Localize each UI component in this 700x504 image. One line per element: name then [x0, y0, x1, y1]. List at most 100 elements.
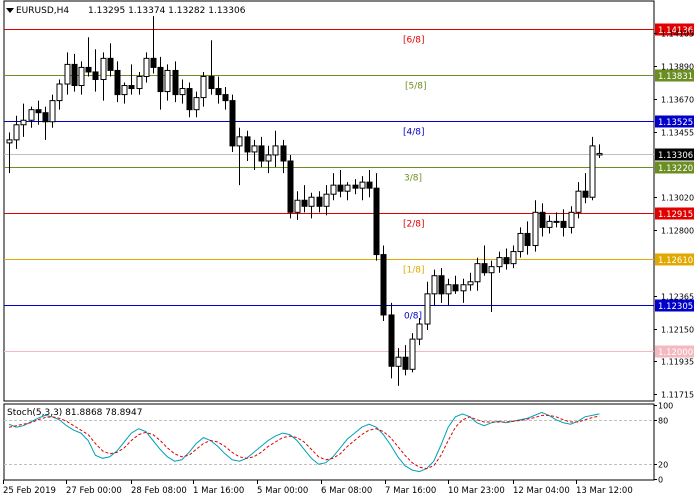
candle-bearish: [560, 220, 567, 228]
candle-bullish: [121, 85, 128, 96]
price-axis-label: 1.12365: [661, 293, 694, 302]
candle-bullish: [431, 275, 438, 295]
candle-bearish: [388, 314, 395, 367]
time-axis-label: 5 Mar 00:00: [257, 486, 308, 496]
candle-bearish: [128, 85, 135, 90]
candle-bullish: [308, 196, 315, 207]
candle-bearish: [71, 63, 78, 87]
candle-bullish: [56, 83, 63, 102]
candle-bullish: [467, 281, 474, 286]
price-level-tag-text: 1.13220: [658, 164, 693, 174]
candle-bullish: [323, 193, 330, 207]
symbol-label: EURUSD,H4: [16, 6, 69, 16]
candle-bearish: [373, 187, 380, 256]
candle-bullish: [265, 154, 272, 162]
candle-bullish: [474, 263, 481, 283]
candle-bearish: [215, 88, 222, 96]
dropdown-triangle-icon[interactable]: [6, 8, 14, 13]
candle-bullish: [13, 124, 20, 141]
current-price-tag: [655, 148, 694, 161]
stochastic-oscillator: 100 80 20 0: [4, 402, 673, 485]
candle-bearish: [524, 232, 531, 247]
price-level-tag: [655, 161, 694, 174]
price-axis-label: 1.13890: [661, 63, 694, 72]
candle-bullish: [488, 266, 495, 274]
time-axis-label: 12 Mar 04:00: [513, 486, 570, 496]
candle-bullish: [416, 323, 423, 340]
candle-bearish: [337, 184, 344, 192]
candle-bearish: [438, 275, 445, 295]
price-level-tag: [655, 23, 694, 36]
price-level-tag-text: 1.12305: [658, 302, 693, 312]
stochastic-axis-label: 80: [658, 417, 668, 426]
candle-bullish: [409, 338, 416, 370]
candle-bullish: [28, 109, 35, 121]
time-axis-label: 25 Feb 2019: [3, 486, 56, 496]
candle-bearish: [42, 112, 49, 123]
candle-bearish: [157, 66, 164, 93]
candle-bullish: [517, 232, 524, 253]
candle-bullish: [532, 211, 539, 247]
murrey-level-label: [5/8]: [405, 82, 427, 92]
stochastic-axis-label: 100: [658, 402, 673, 411]
candle-bearish: [280, 145, 287, 162]
candle-bullish: [251, 145, 258, 153]
price-level-tag-text: 1.14136: [658, 26, 693, 36]
candle-bearish: [222, 94, 229, 102]
time-axis: 25 Feb 2019 27 Feb 00:00 28 Feb 08:00 1 Mar…: [3, 480, 633, 496]
candle-bearish: [301, 199, 308, 207]
price-level-tag-text: 1.13525: [658, 118, 693, 128]
candle-bearish: [107, 57, 114, 71]
price-level-tag: [655, 115, 694, 128]
stochastic-label: Stoch(5,3,3) 81.8868 78.8947: [7, 408, 142, 418]
candle-bullish: [179, 88, 186, 96]
candlestick-series: [6, 16, 603, 386]
candle-bearish: [229, 100, 236, 147]
candle-bearish: [150, 57, 157, 68]
ohlc-readout: 1.13295 1.13374 1.13282 1.13306: [88, 6, 246, 16]
stochastic-main-line: [8, 411, 600, 473]
time-axis-label: 28 Feb 08:00: [131, 486, 187, 496]
candle-bullish: [100, 57, 107, 80]
price-axis: 1.14136 1.13831 1.13525 1.13220 1.12915 1.126…: [654, 23, 694, 400]
candle-bullish: [164, 69, 171, 93]
murrey-level-label: [4/8]: [403, 128, 425, 138]
candle-bearish: [35, 109, 42, 114]
candle-bullish: [64, 63, 71, 85]
price-axis-label: 1.12150: [661, 326, 694, 335]
murrey-levels: [6/8] [5/8] [4/8] 3/8] [2/8] [1/8] 0/8]: [4, 29, 654, 352]
stochastic-signal-line: [8, 414, 600, 470]
stochastic-panel-frame: [3, 403, 655, 481]
murrey-level-label: 3/8]: [404, 174, 422, 184]
price-axis-label: 1.12800: [661, 227, 694, 236]
price-level-tag-text: 1.12610: [658, 256, 693, 266]
candle-bearish: [402, 356, 409, 370]
price-level-tag-text: 1.13831: [658, 72, 693, 82]
candle-bearish: [186, 88, 193, 111]
candle-bearish: [114, 69, 121, 96]
candle-bearish: [481, 263, 488, 274]
murrey-level-label: [1/8]: [403, 266, 425, 276]
candle-bearish: [172, 69, 179, 96]
candle-bullish: [136, 75, 143, 90]
price-level-tag: [655, 299, 694, 312]
candle-bullish: [496, 257, 503, 268]
price-axis-label: 1.13670: [661, 96, 694, 105]
time-axis-label: 6 Mar 08:00: [321, 486, 372, 496]
candle-bullish: [236, 136, 243, 147]
candle-bullish: [575, 190, 582, 213]
price-axis-label: 1.13455: [661, 129, 694, 138]
time-axis-label: 27 Feb 00:00: [66, 486, 122, 496]
price-axis-label: 1.11715: [661, 391, 694, 400]
candle-bullish: [49, 100, 56, 123]
candle-bearish: [316, 196, 323, 207]
candle-bearish: [452, 284, 459, 292]
murrey-level-label: [6/8]: [403, 36, 425, 46]
price-level-tag: [655, 69, 694, 82]
candle-bullish: [395, 356, 402, 367]
candle-bullish: [546, 220, 553, 228]
candle-bearish: [380, 254, 387, 316]
time-axis-label: 7 Mar 16:00: [385, 486, 436, 496]
